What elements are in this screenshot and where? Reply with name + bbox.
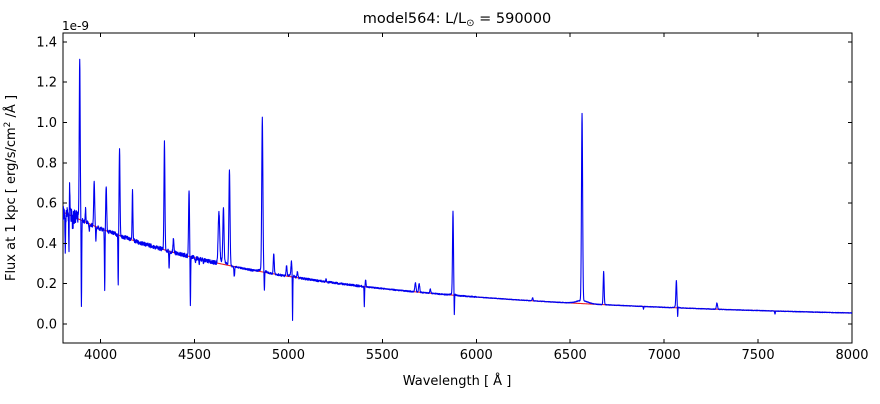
- y-tick-label: 1.2: [36, 76, 57, 91]
- x-tick-label: 4500: [178, 348, 211, 363]
- x-tick-label: 5000: [272, 348, 305, 363]
- model-continuum-line: [63, 211, 852, 314]
- plot-area: [62, 32, 853, 344]
- x-axis-label: Wavelength [ Å ]: [403, 373, 512, 389]
- x-tick-label: 7500: [742, 348, 775, 363]
- x-tick-label: 4000: [84, 348, 117, 363]
- y-tick-label: 0.6: [36, 197, 57, 212]
- spectrum-line: [63, 58, 852, 321]
- y-axis-label-main: Flux at 1 kpc [ erg/s/cm: [4, 127, 19, 281]
- y-tick-label: 0.4: [36, 237, 57, 252]
- y-tick-label: 0.8: [36, 156, 57, 171]
- y-axis-label-superscript: 2: [3, 122, 13, 128]
- chart-title: model564: L/L⊙ = 590000: [363, 11, 552, 29]
- y-axis-offset-text: 1e-9: [62, 19, 89, 33]
- chart-title-value: = 590000: [475, 11, 552, 27]
- x-tick-label: 6000: [460, 348, 493, 363]
- x-tick-label: 8000: [835, 348, 868, 363]
- x-tick-labels: 4000 4500 5000 5500 6000 6500 7000 7500 8000: [84, 348, 869, 363]
- x-tick-label: 5500: [366, 348, 399, 363]
- x-tick-label: 6500: [554, 348, 587, 363]
- y-axis-label: Flux at 1 kpc [ erg/s/cm2 /Å ]: [3, 95, 19, 281]
- x-tick-label: 7000: [648, 348, 681, 363]
- y-tick-label: 0.0: [36, 318, 57, 333]
- chart-title-main: model564: L/L: [363, 11, 466, 27]
- axis-ticks: [63, 33, 853, 343]
- sun-symbol: ⊙: [466, 18, 474, 29]
- y-tick-label: 1.0: [36, 116, 57, 131]
- y-tick-label: 1.4: [36, 35, 57, 50]
- y-tick-label: 0.2: [36, 277, 57, 292]
- y-axis-label-unit: /Å ]: [3, 95, 19, 122]
- y-tick-labels: 0.0 0.2 0.4 0.6 0.8 1.0 1.2 1.4: [36, 35, 57, 332]
